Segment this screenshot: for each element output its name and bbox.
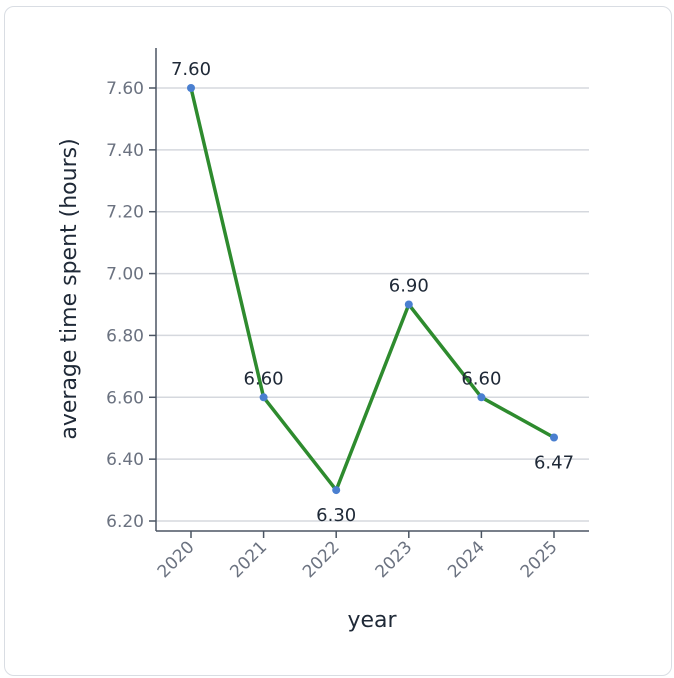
data-label: 6.60	[244, 368, 284, 389]
y-axis-title: average time spent (hours)	[57, 138, 82, 439]
data-point	[332, 486, 341, 495]
series-line	[189, 87, 555, 492]
x-tick-label: 2022	[299, 537, 344, 582]
data-label: 6.30	[316, 505, 356, 526]
y-tick-label: 7.60	[106, 79, 144, 99]
data-point	[404, 300, 413, 309]
data-point	[187, 84, 195, 92]
data-label: 6.60	[461, 368, 501, 389]
chart-card	[4, 6, 672, 676]
data-labels: 7.60 6.60 6.30 6.90 6.60 6.47	[171, 59, 574, 526]
y-tick-label: 6.80	[106, 326, 144, 346]
data-point	[259, 393, 268, 402]
y-tick-label: 6.60	[106, 388, 144, 408]
data-label: 6.90	[389, 276, 429, 297]
data-label: 7.60	[171, 59, 211, 80]
y-tick-label: 7.40	[106, 141, 144, 161]
y-tick-label: 6.40	[106, 450, 144, 470]
x-tick-label: 2020	[154, 537, 199, 582]
x-tick-label: 2024	[444, 537, 489, 582]
data-point	[477, 393, 486, 402]
y-tick-labels: 6.20 6.40 6.60 6.80 7.00 7.20 7.40 7.60	[106, 79, 156, 532]
data-label: 6.47	[534, 452, 574, 473]
y-tick-label: 7.00	[106, 265, 144, 285]
x-tick-label: 2021	[226, 537, 271, 582]
y-tick-label: 6.20	[106, 512, 144, 532]
x-axis-title: year	[347, 608, 397, 633]
x-tick-label: 2023	[372, 537, 417, 582]
grid-lines	[156, 87, 589, 522]
x-tick-labels: 2020 2021 2022 2023 2024 2025	[154, 531, 562, 582]
x-tick-label: 2025	[517, 537, 562, 582]
data-points	[187, 84, 558, 495]
y-tick-label: 7.20	[106, 203, 144, 223]
data-point	[550, 433, 558, 442]
